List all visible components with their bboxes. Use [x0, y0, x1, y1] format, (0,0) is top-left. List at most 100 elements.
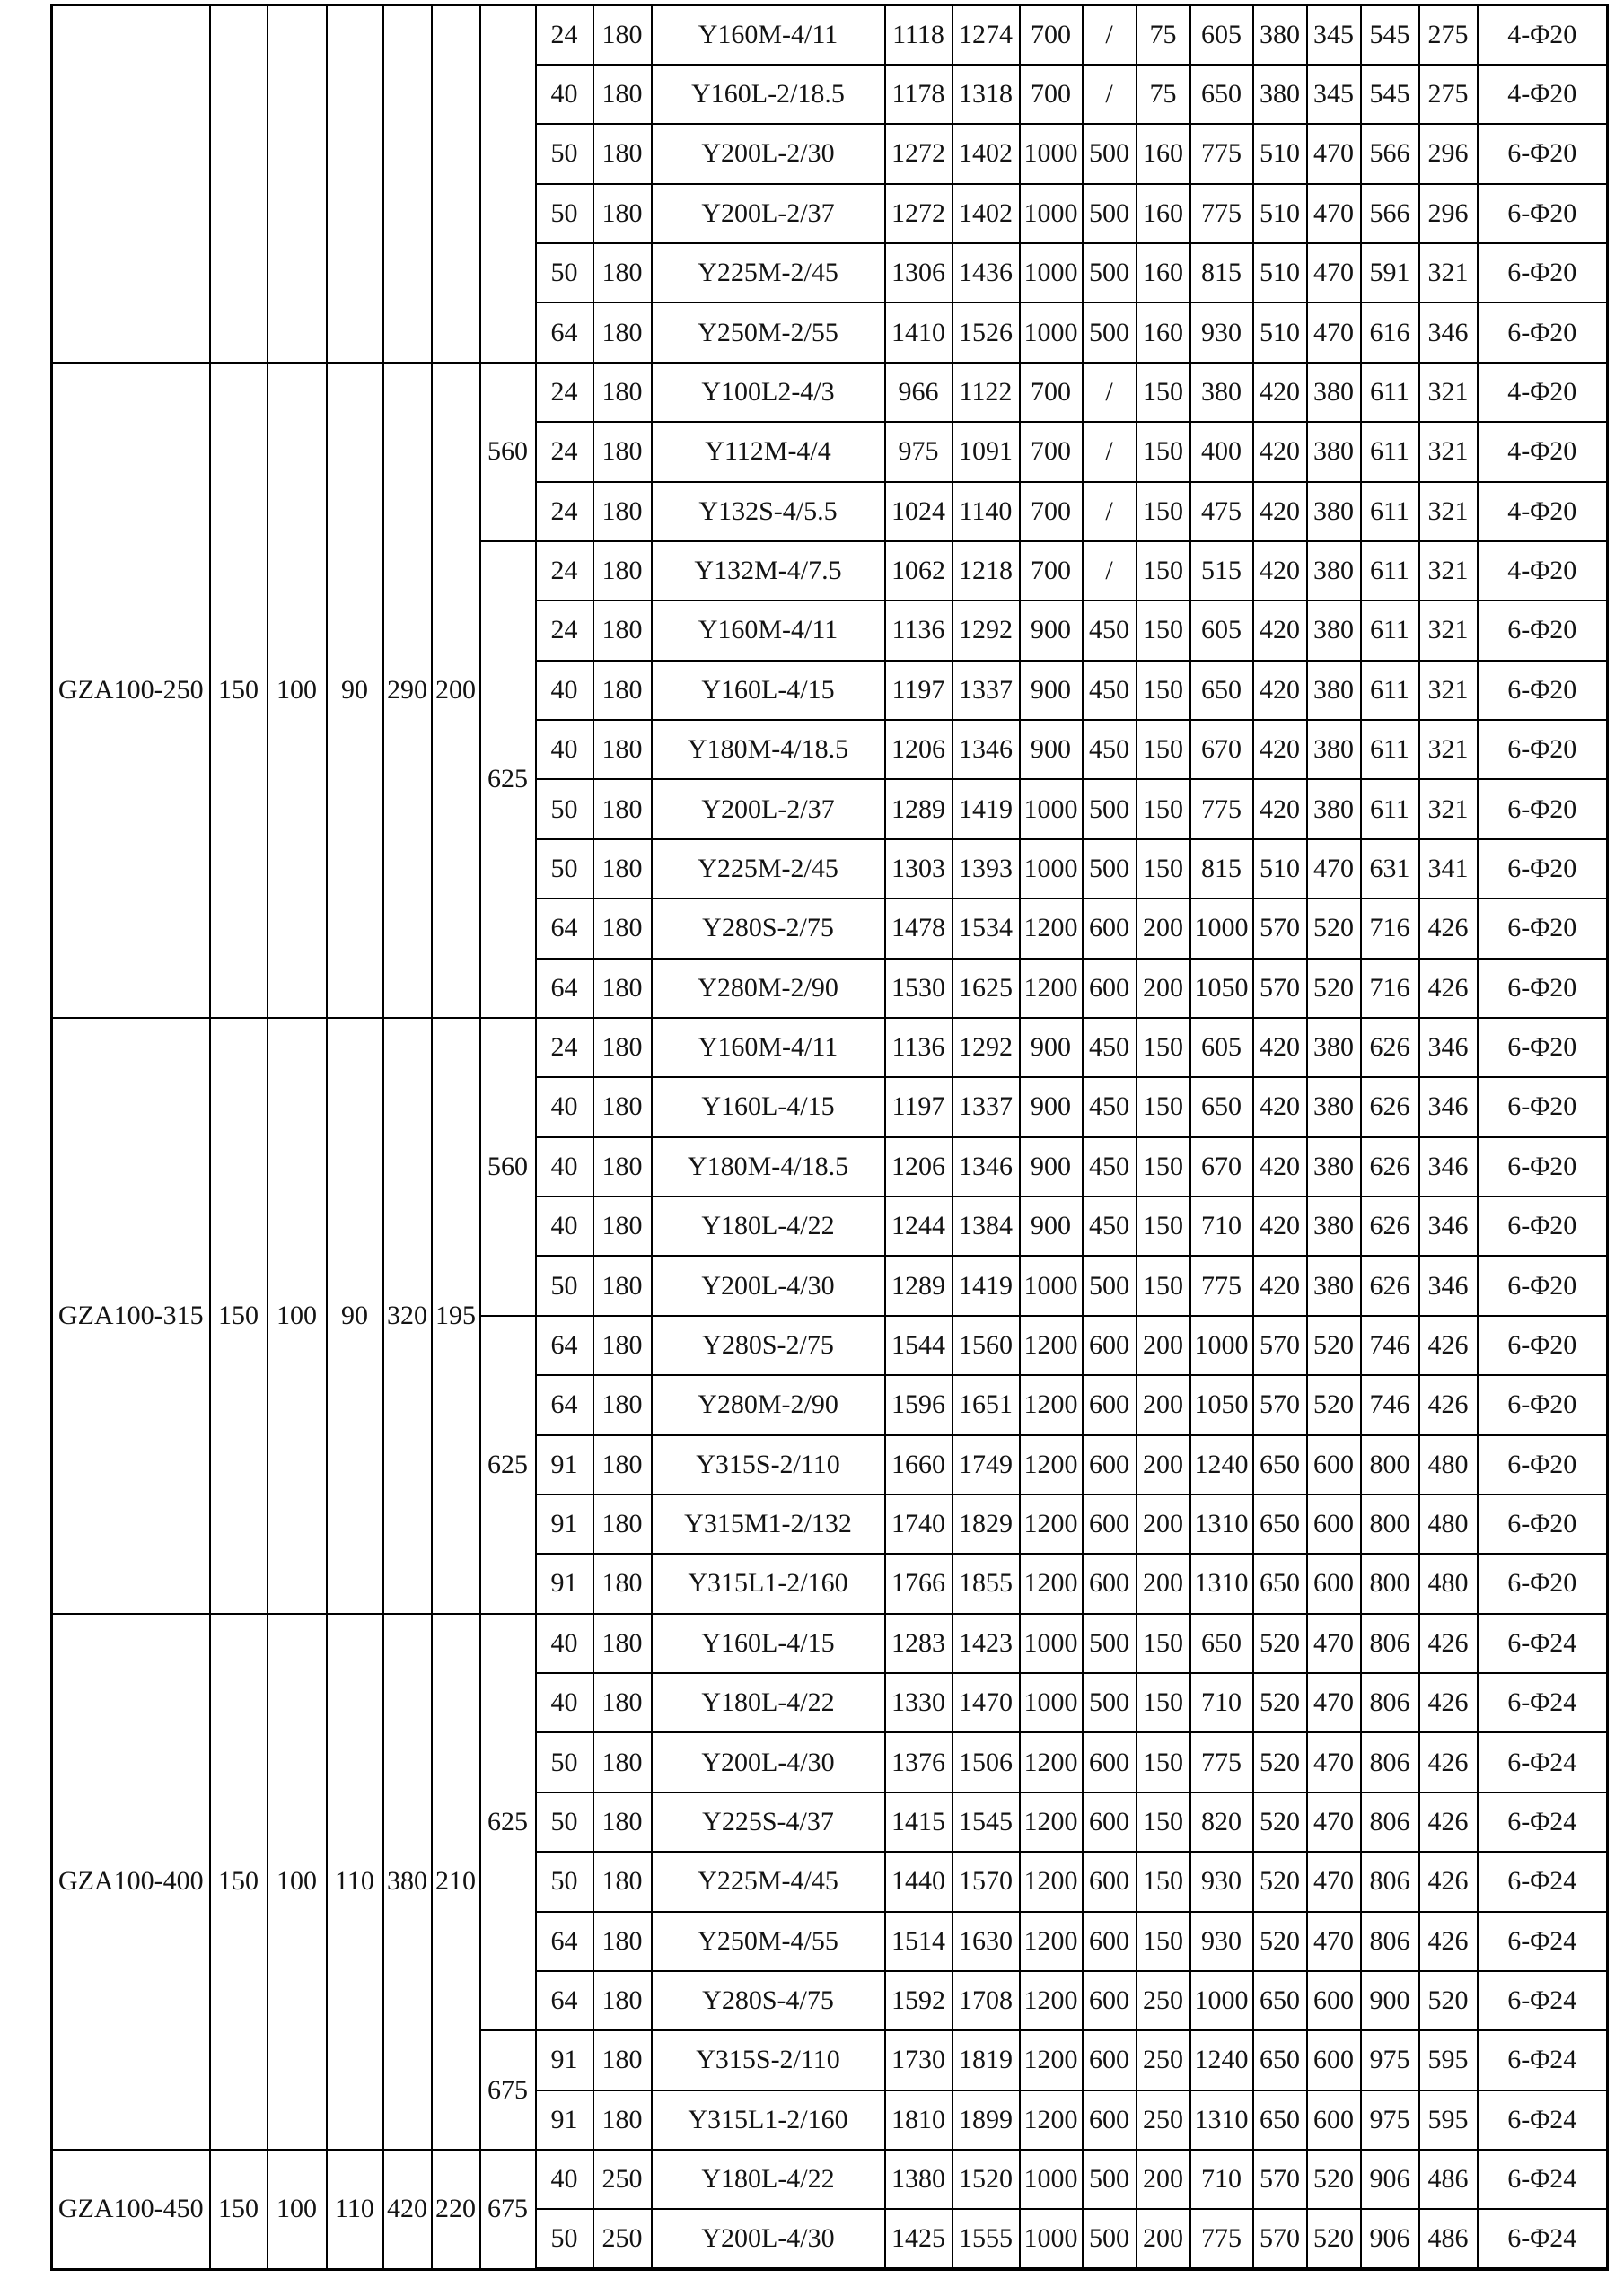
value-cell: 1118: [883, 4, 953, 66]
table-row: 50 180 Y225M-2/45 1303 1393 1000 500 150 815 510 4…: [52, 837, 1609, 900]
value-cell: 150: [1135, 539, 1191, 602]
value-cell: 700: [1018, 539, 1084, 602]
value-cell: 650: [1251, 1969, 1308, 2032]
value-cell: 520: [1305, 957, 1362, 1019]
value-cell: 650: [1251, 2089, 1308, 2151]
value-cell: 380: [1305, 480, 1362, 542]
value-cell: 1200: [1018, 2089, 1084, 2151]
value-cell: 1555: [951, 2208, 1021, 2271]
flow-cell: 24: [534, 421, 594, 483]
pressure-cell: 180: [592, 2089, 653, 2151]
value-cell: 650: [1189, 63, 1254, 126]
value-cell: 1651: [951, 1374, 1021, 1436]
value-cell: 470: [1305, 1612, 1362, 1675]
value-cell: 600: [1081, 1314, 1137, 1377]
pressure-cell: 180: [592, 182, 653, 245]
value-cell: 600: [1081, 1791, 1137, 1853]
flow-cell: 40: [534, 2148, 594, 2211]
value-cell: 1380: [883, 2148, 953, 2211]
value-cell: 346: [1418, 302, 1479, 364]
value-cell: 1000: [1018, 1612, 1084, 1675]
value-cell: 600: [1081, 1731, 1137, 1793]
value-cell: 380: [1305, 600, 1362, 662]
table-row: 40 180 Y160L-4/15 1197 1337 900 450 150 650 420 38…: [52, 1076, 1609, 1138]
value-cell: 1292: [951, 600, 1021, 662]
value-cell: 900: [1018, 718, 1084, 781]
motor-cell: Y315L1-2/160: [650, 2089, 886, 2151]
table-row: 64 180 Y250M-2/55 1410 1526 1000 500 160 930 510 4…: [52, 302, 1609, 364]
bolt-cell: 6-Φ20: [1476, 1255, 1609, 1317]
value-cell: 1410: [883, 302, 953, 364]
value-cell: 1545: [951, 1791, 1021, 1853]
value-cell: 500: [1081, 1671, 1137, 1734]
value-cell: 520: [1251, 1910, 1308, 1972]
value-cell: 470: [1305, 1910, 1362, 1972]
value-cell: 160: [1135, 302, 1191, 364]
value-cell: 475: [1189, 480, 1254, 542]
value-cell: 1272: [883, 182, 953, 245]
value-cell: 600: [1081, 1553, 1137, 1615]
value-cell: 380: [1305, 539, 1362, 602]
value-cell: 400: [1189, 421, 1254, 483]
value-cell: 975: [1359, 2089, 1420, 2151]
value-cell: 150: [1135, 480, 1191, 542]
value-cell: 1000: [1018, 778, 1084, 840]
value-cell: 700: [1018, 4, 1084, 66]
value-cell: 321: [1418, 480, 1479, 542]
spec-table: 24 180 Y160M-4/11 1118 1274 700/75 605 380 345 54…: [50, 4, 1609, 2271]
value-cell: 1740: [883, 1493, 953, 1555]
value-cell: 975: [883, 421, 953, 483]
motor-cell: Y280S-2/75: [650, 898, 886, 960]
value-cell: 321: [1418, 361, 1479, 424]
motor-cell: Y160L-4/15: [650, 659, 886, 722]
dim-cell: 420: [382, 2149, 433, 2270]
dim-cell: 320: [382, 1016, 433, 1615]
table-row: 40 180 Y160L-4/15 1197 1337 900 450 150 650 420 38…: [52, 659, 1609, 722]
motor-cell: Y280M-2/90: [650, 1374, 886, 1436]
value-cell: 1050: [1189, 957, 1254, 1019]
value-cell: 600: [1305, 1493, 1362, 1555]
value-cell: 420: [1251, 480, 1308, 542]
value-cell: 611: [1359, 361, 1420, 424]
value-cell: 1200: [1018, 1314, 1084, 1377]
value-cell: 600: [1305, 1969, 1362, 2032]
speed-cell: 625: [478, 1612, 537, 2032]
value-cell: 626: [1359, 1135, 1420, 1198]
pressure-cell: 180: [592, 600, 653, 662]
value-cell: 470: [1305, 837, 1362, 900]
value-cell: 1346: [951, 1135, 1021, 1198]
table-row: GZA100-315 150 100 90 320 195 560 24 180 Y160M-4/…: [50, 1016, 1609, 1615]
value-cell: 746: [1359, 1374, 1420, 1436]
value-cell: 200: [1135, 957, 1191, 1019]
table-row: 24 180 Y160M-4/11 1118 1274 700/75 605 380 345 54…: [50, 4, 1609, 364]
model-cell: GZA100-315: [50, 1016, 211, 1615]
motor-cell: Y160M-4/11: [650, 1016, 886, 1079]
bolt-cell: 6-Φ20: [1476, 1076, 1609, 1138]
flow-cell: 64: [534, 898, 594, 960]
value-cell: 420: [1251, 1255, 1308, 1317]
motor-cell: Y180L-4/22: [650, 1195, 886, 1258]
value-cell: 486: [1418, 2208, 1479, 2271]
value-cell: 150: [1135, 837, 1191, 900]
value-cell: 380: [1305, 421, 1362, 483]
value-cell: 611: [1359, 600, 1420, 662]
value-cell: 515: [1189, 539, 1254, 602]
bolt-cell: 6-Φ20: [1476, 123, 1609, 185]
value-cell: 380: [1305, 718, 1362, 781]
table-row: 625 64 180 Y280S-2/75 1544 1560 1200 600 200 1000…: [52, 1314, 1609, 1615]
pressure-cell: 180: [592, 1612, 653, 1675]
value-cell: 1526: [951, 302, 1021, 364]
value-cell: /: [1081, 4, 1137, 66]
flow-cell: 91: [534, 1553, 594, 1615]
value-cell: 570: [1251, 2148, 1308, 2211]
flow-cell: 50: [534, 123, 594, 185]
flow-cell: 40: [534, 718, 594, 781]
motor-cell: Y250M-2/55: [650, 302, 886, 364]
table-row: 64 180 Y280S-2/75 1478 1534 1200 600 200 1000 570…: [52, 898, 1609, 960]
value-cell: 380: [1251, 63, 1308, 126]
value-cell: 1136: [883, 600, 953, 662]
pressure-cell: 180: [592, 1255, 653, 1317]
flow-cell: 40: [534, 659, 594, 722]
value-cell: 800: [1359, 1553, 1420, 1615]
table-row: 40 180 Y180M-4/18.5 1206 1346 900 450 150 670 420…: [52, 1135, 1609, 1198]
